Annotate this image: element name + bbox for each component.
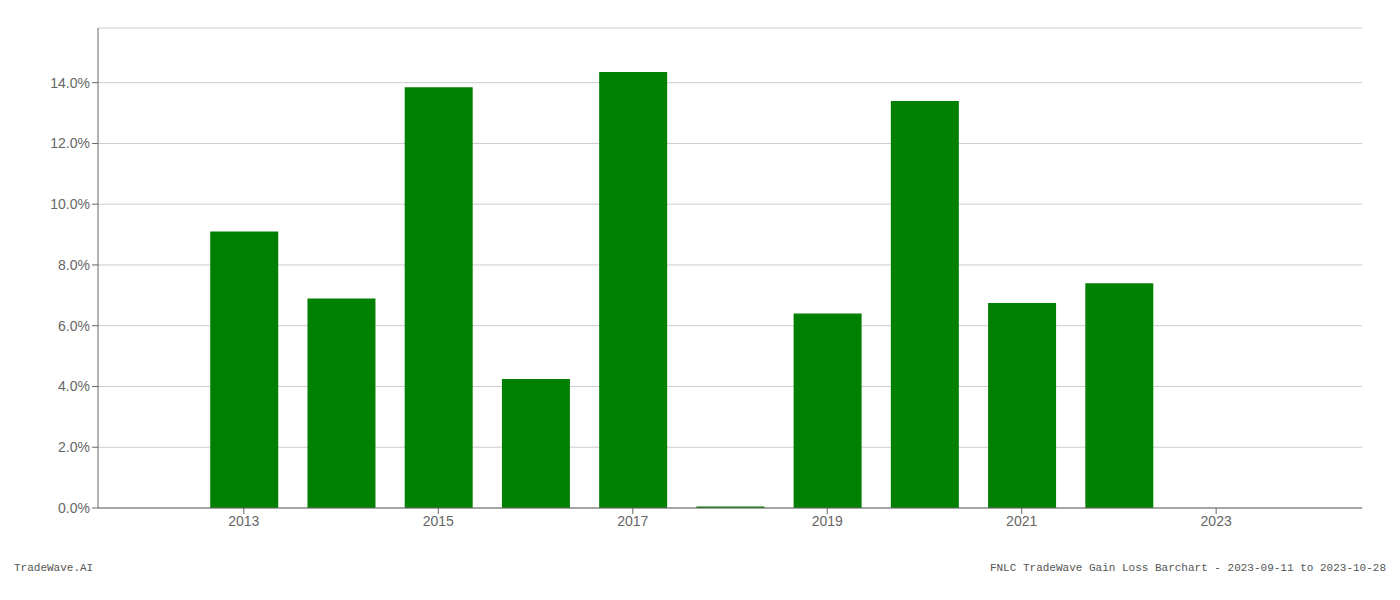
html-text:TradeWave.AI: TradeWave.AI [14, 562, 94, 574]
svg-text:2013: 2013 [228, 513, 259, 529]
svg-text:8.0%: 8.0% [58, 257, 90, 273]
svg-text:2019: 2019 [812, 513, 843, 529]
svg-text:12.0%: 12.0% [50, 135, 90, 151]
svg-text:0.0%: 0.0% [58, 500, 90, 516]
svg-text:14.0%: 14.0% [50, 75, 90, 91]
svg-text:10.0%: 10.0% [50, 196, 90, 212]
svg-text:2.0%: 2.0% [58, 439, 90, 455]
svg-text:2017: 2017 [617, 513, 648, 529]
svg-text:2023: 2023 [1201, 513, 1232, 529]
svg-text:4.0%: 4.0% [58, 378, 90, 394]
svg-text:2015: 2015 [423, 513, 454, 529]
svg-text:6.0%: 6.0% [58, 318, 90, 334]
svg-text:2021: 2021 [1006, 513, 1037, 529]
html-text:FNLC TradeWave Gain Loss Barch: FNLC TradeWave Gain Loss Barchart - 2023… [989, 562, 1386, 574]
